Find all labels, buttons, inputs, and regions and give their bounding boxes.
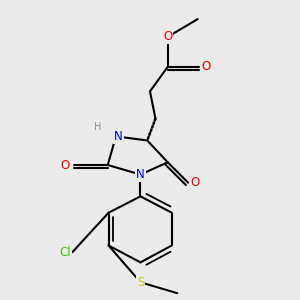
Text: O: O bbox=[190, 176, 200, 189]
Text: O: O bbox=[201, 60, 211, 73]
Text: N: N bbox=[136, 168, 145, 181]
Text: S: S bbox=[137, 276, 144, 289]
Text: Cl: Cl bbox=[60, 246, 71, 259]
Text: O: O bbox=[163, 30, 172, 43]
Text: O: O bbox=[61, 158, 70, 172]
Text: H: H bbox=[94, 122, 102, 132]
Text: N: N bbox=[114, 130, 123, 143]
